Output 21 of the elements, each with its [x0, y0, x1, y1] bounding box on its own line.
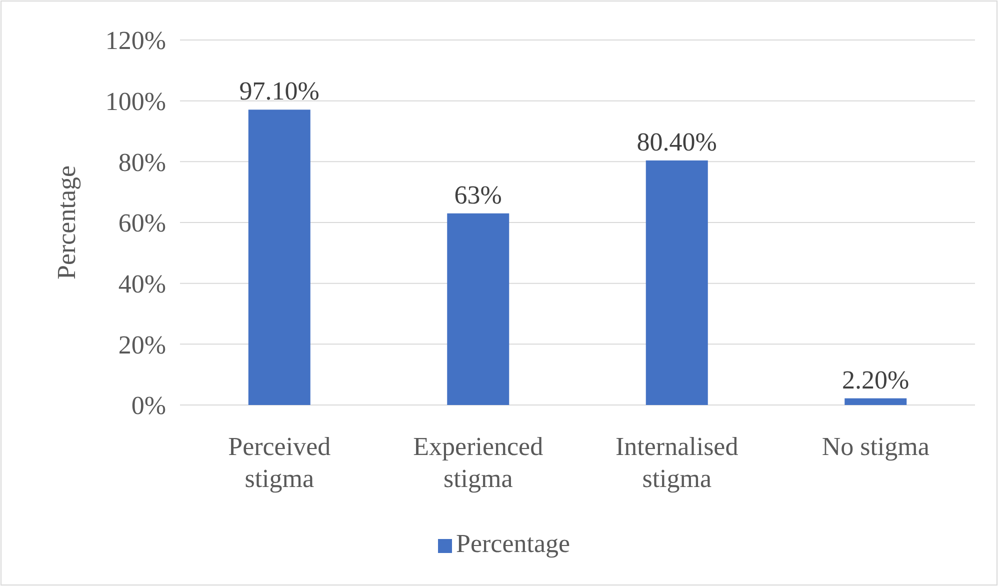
y-tick-label: 100%: [105, 86, 166, 116]
data-label: 80.40%: [636, 127, 717, 156]
y-tick-label: 80%: [118, 148, 166, 177]
x-tick-label: No stigma: [822, 432, 930, 461]
y-tick-label: 60%: [118, 208, 166, 238]
data-label: 97.10%: [239, 76, 320, 106]
y-tick-label: 40%: [118, 269, 166, 298]
y-tick-label: 120%: [105, 26, 166, 56]
x-tick-label: Perceived stigma: [228, 432, 331, 493]
bar: [844, 398, 907, 405]
data-label: 2.20%: [842, 365, 910, 394]
y-axis-title: Percentage: [52, 165, 81, 280]
legend-label: Percentage: [456, 529, 570, 558]
x-tick-label: Internalised stigma: [616, 432, 738, 493]
y-tick-label: 0%: [131, 391, 166, 420]
bar: [447, 213, 510, 405]
bar: [646, 160, 708, 405]
bar: [248, 110, 310, 405]
x-tick-label: Experienced stigma: [413, 432, 544, 493]
y-tick-label: 20%: [118, 330, 166, 360]
data-label: 63%: [454, 180, 502, 210]
